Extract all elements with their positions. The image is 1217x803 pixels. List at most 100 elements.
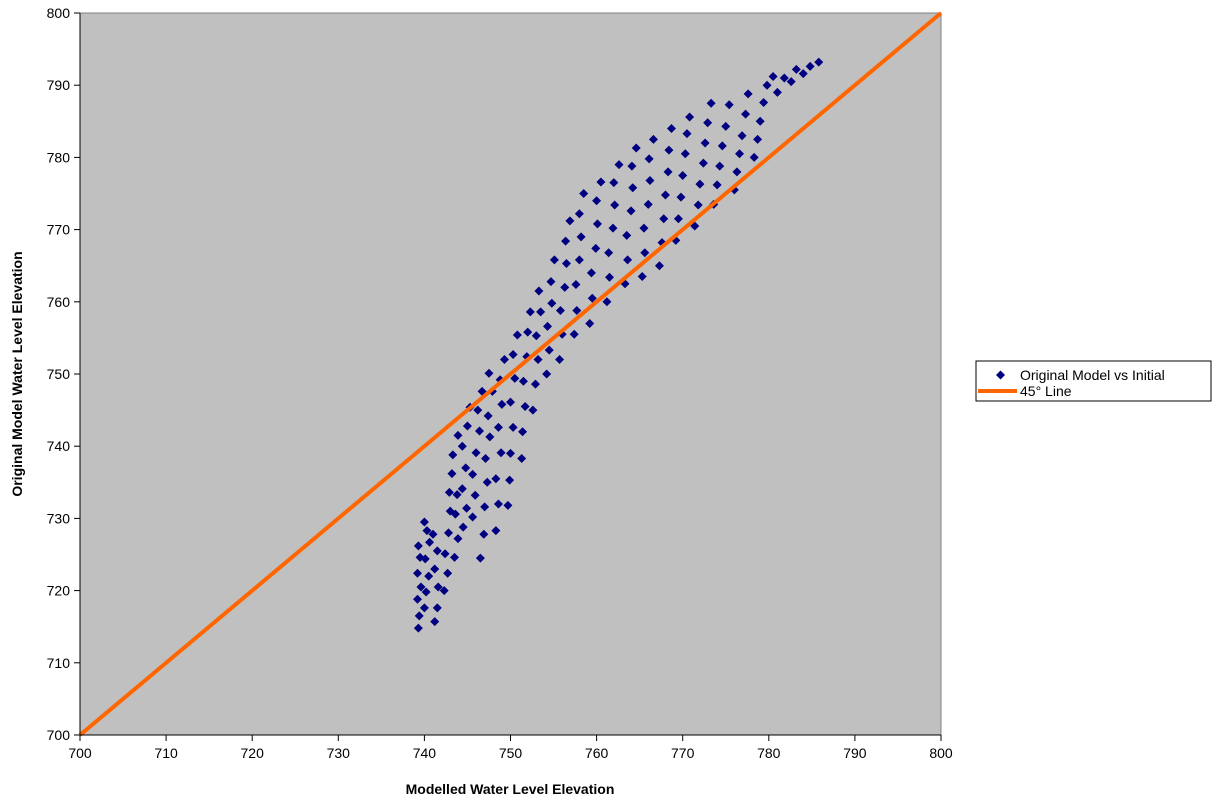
scatter-point (779, 73, 789, 83)
scatter-point (512, 330, 522, 340)
y-tick-label: 730 (47, 510, 71, 526)
scatter-point (698, 158, 708, 168)
scatter-point (425, 537, 435, 547)
x-tick-label: 730 (327, 745, 351, 761)
scatter-point (680, 149, 690, 159)
scatter-point (610, 200, 620, 210)
scatter-point (664, 145, 674, 155)
scatter-point (660, 190, 670, 200)
scatter-point (682, 129, 692, 139)
scatter-point (457, 484, 467, 494)
scatter-point (520, 401, 530, 411)
x-axis-title: Modelled Water Level Elevation (406, 781, 615, 797)
y-tick-label: 740 (47, 438, 71, 454)
scatter-point (561, 259, 571, 269)
scatter-point (547, 298, 557, 308)
legend-label-line: 45° Line (1020, 383, 1072, 399)
scatter-point (420, 554, 430, 564)
legend-label-scatter: Original Model vs Initial (1020, 367, 1165, 383)
scatter-point (475, 553, 485, 563)
scatter-point (640, 248, 650, 258)
scatter-point (721, 121, 731, 131)
scatter-point (475, 426, 485, 436)
scatter-point (546, 277, 556, 287)
scatter-point (452, 490, 462, 500)
scatter-point (458, 522, 468, 532)
scatter-point (413, 623, 423, 633)
scatter-point (531, 331, 541, 341)
x-tick-label: 790 (843, 745, 867, 761)
scatter-point (542, 369, 552, 379)
scatter-point (622, 230, 632, 240)
x-tick-label: 780 (757, 745, 781, 761)
scatter-point (717, 141, 727, 151)
scatter-point (457, 441, 467, 451)
scatter-point (715, 161, 725, 171)
scatter-point (440, 549, 450, 559)
scatter-point (753, 134, 763, 144)
scatter-point (645, 176, 655, 186)
scatter-point (430, 617, 440, 627)
legend-marker-diamond (996, 370, 1005, 380)
scatter-point (468, 469, 478, 479)
scatter-point (543, 321, 553, 331)
scatter-point (614, 160, 624, 170)
scatter-point (743, 89, 753, 99)
scatter-point (496, 448, 506, 458)
scatter-point (706, 98, 716, 108)
scatter-point (468, 512, 478, 522)
scatter-point (506, 448, 515, 458)
scatter-point (572, 305, 582, 315)
scatter-point (626, 206, 636, 216)
x-tick-label: 770 (671, 745, 695, 761)
scatter-point (491, 474, 501, 484)
scatter-point (497, 399, 507, 409)
scatter-point (602, 297, 612, 307)
scatter-point (585, 318, 595, 328)
y-axis-ticks: 700 710 720 730 740 750 760 770 780 790 800 (47, 5, 80, 743)
x-tick-label: 720 (241, 745, 265, 761)
scatter-point (413, 541, 423, 551)
scatter-point (576, 232, 586, 242)
scatter-point (574, 209, 584, 219)
scatter-point (667, 124, 677, 134)
scatter-point (450, 509, 460, 519)
scatter-point (676, 192, 686, 202)
scatter-point (608, 223, 618, 233)
scatter-point (678, 170, 688, 180)
scatter-point (450, 552, 460, 562)
scatter-point (663, 167, 673, 177)
legend: Original Model vs Initial 45° Line (975, 360, 1212, 402)
scatter-point (685, 112, 695, 122)
scatter-point (654, 261, 664, 271)
scatter-point (574, 255, 584, 265)
scatter-point (413, 594, 423, 604)
scatter-point (628, 183, 638, 193)
scatter-point (453, 534, 463, 544)
scatter-point (724, 100, 734, 110)
scatter-point (659, 214, 669, 224)
scatter-point (525, 307, 535, 317)
legend-box (975, 360, 1212, 402)
scatter-point (700, 138, 710, 148)
scatter-point (596, 177, 606, 187)
scatter-point (491, 526, 501, 536)
scatter-point (791, 64, 801, 74)
scatter-point (533, 355, 543, 365)
scatter-point (592, 219, 602, 229)
scatter-point (485, 432, 495, 442)
scatter-point (493, 499, 503, 509)
scatter-point (591, 243, 601, 253)
scatter-point (798, 69, 808, 79)
scatter-point (462, 421, 472, 431)
scatter-point (414, 611, 424, 621)
scatter-point (432, 603, 442, 613)
scatter-point (419, 603, 429, 613)
x-tick-label: 700 (68, 745, 92, 761)
scatter-point (762, 80, 772, 90)
scatter-point (424, 571, 434, 581)
y-tick-label: 750 (47, 366, 71, 382)
scatter-point (503, 500, 513, 510)
scatter-point (523, 327, 533, 337)
scatter-point (470, 490, 480, 500)
